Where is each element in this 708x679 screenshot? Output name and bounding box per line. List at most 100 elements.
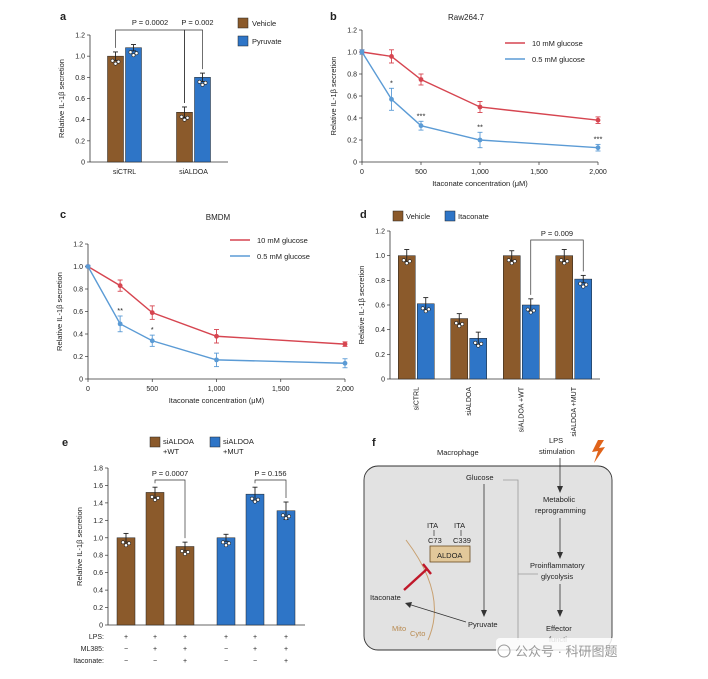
legend-label-sub: +MUT [223,447,244,456]
condition-value: + [153,646,157,653]
c339-label: C339 [453,536,471,545]
series-marker [85,264,91,269]
data-point [420,306,425,311]
y-tick-label: 1.4 [93,500,103,507]
bar [276,510,296,626]
y-axis-label: Relative IL-1β secretion [55,272,64,351]
data-point [127,541,131,546]
condition-value: + [284,658,288,665]
x-tick-label: 500 [146,386,158,393]
wechat-icon [497,644,511,658]
y-tick-label: 0.8 [93,553,103,560]
data-point [116,59,121,64]
lps-arrowhead [557,486,563,493]
bracket-line [503,479,519,640]
data-point [581,284,586,289]
cyto-label: Cyto [410,629,425,638]
y-tick-label: 0.4 [75,117,85,124]
proinflam-label-2: glycolysis [541,572,573,581]
macrophage-cell [363,465,613,651]
panel-e-chart: e 0 0.2 0.4 0.6 0.8 1.0 1.2 1.4 1.6 1.8 Relative IL… [62,436,305,665]
legend-swatch [444,210,456,222]
bar-pyruvate [194,77,211,163]
x-tick-label: 0 [360,169,364,176]
condition-value: + [183,646,187,653]
aldoa-label: ALDOA [437,551,462,560]
chart-title: BMDM [206,213,231,222]
significance-star: *** [417,111,426,120]
data-point [512,259,517,264]
condition-value: − [224,646,228,653]
x-tick-label: siALDOA +MUT [571,386,578,436]
legend-label: 0.5 mM glucose [532,55,585,64]
series-marker [595,117,601,123]
x-tick-label: siALDOA [179,169,208,176]
legend-swatch [209,436,221,448]
data-point [186,550,190,554]
bar [216,537,236,626]
data-point [131,53,136,58]
y-tick-label: 1.0 [375,253,385,260]
condition-value: + [183,658,187,665]
x-axis-label: Itaconate concentration (μM) [169,396,265,405]
panel-c-chart: c 0 0.2 0.4 0.6 0.8 1.0 1.2 Relative IL-1β secre… [55,209,354,405]
pyruvate-arrowhead [481,610,487,617]
data-point [227,541,231,546]
data-point [479,341,484,346]
lightning-bolt-icon [592,440,605,463]
x-tick-label: 1,500 [272,386,290,393]
data-point [110,58,115,63]
condition-value: + [253,634,257,641]
macrophage-label: Macrophage [437,448,479,457]
series-marker [342,360,348,366]
x-tick-label: siCTRL [113,169,136,176]
series-marker [149,310,155,316]
glucose-label: Glucose [466,473,494,482]
data-point [153,498,157,502]
x-tick-label: siCTRL [413,387,420,410]
condition-label: Itaconate: [73,658,104,665]
x-tick-label: 0 [86,386,90,393]
series-marker [477,137,483,143]
y-tick-label: 0.8 [75,75,85,82]
mito-membrane [405,539,435,641]
data-point [253,499,257,504]
data-point [224,543,228,548]
data-point [404,261,409,266]
condition-value: + [183,634,187,641]
y-tick-label: 0.6 [375,303,385,310]
condition-value: − [153,658,157,665]
significance-star: * [151,325,154,334]
data-point [284,516,288,521]
data-point [124,543,128,548]
series-marker [418,77,424,82]
data-point [179,114,184,119]
data-point [457,324,462,328]
condition-value: + [253,646,257,653]
data-point [531,308,536,313]
panel-label: c [60,209,66,221]
x-tick-label: 2,000 [336,386,354,393]
data-point [426,307,431,312]
y-tick-label: 1.0 [347,50,357,57]
legend-swatch [237,17,249,29]
data-point [559,258,564,263]
bar-pyruvate [125,47,142,163]
data-point [256,497,260,502]
condition-value: + [224,634,228,641]
ita-label-1: ITA [427,521,438,530]
significance-bracket [154,479,186,539]
watermark-bg [496,638,686,664]
bar [116,537,136,626]
series-marker [389,54,394,59]
panel-d-chart: d 0 0.2 0.4 0.6 0.8 1.0 1.2 Relative IL-1β secre… [357,209,600,437]
data-point [185,115,190,120]
mito-label: Mito [392,624,406,633]
series-marker [359,49,365,55]
data-point [565,259,570,264]
data-point [407,259,412,264]
p-value-label: P = 0.002 [181,18,213,27]
series-marker [117,283,123,289]
y-tick-label: 0.2 [75,138,85,145]
